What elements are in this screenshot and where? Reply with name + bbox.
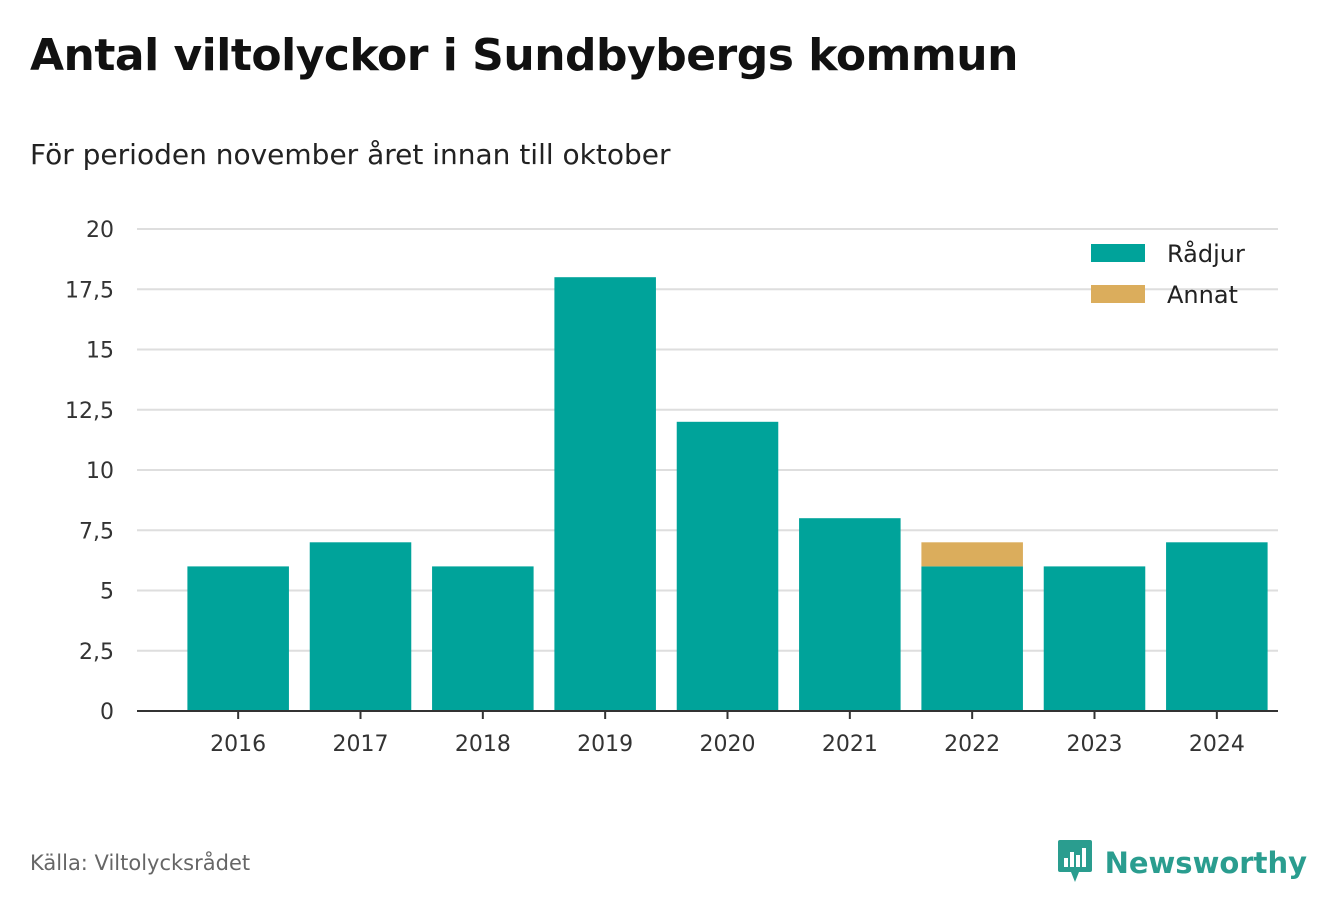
legend: Rådjur Annat	[1091, 239, 1245, 309]
bar	[554, 277, 656, 711]
x-tick-label: 2021	[822, 732, 878, 757]
bar	[1043, 566, 1146, 711]
y-tick-label: 12,5	[65, 399, 114, 424]
legend-label: Rådjur	[1167, 239, 1245, 268]
y-axis-tick-labels: 0 2,5 5 7,5 10 12,5 15 17,5 20	[65, 218, 114, 725]
legend-swatch	[1091, 285, 1145, 303]
bar	[432, 566, 534, 711]
x-tick-label: 2019	[577, 732, 633, 757]
y-tick-label: 2,5	[79, 640, 114, 665]
x-tick-label: 2020	[700, 732, 756, 757]
y-tick-label: 7,5	[79, 519, 114, 544]
bar	[309, 542, 412, 711]
x-tick-label: 2023	[1067, 732, 1123, 757]
brand-logo: Newsworthy	[1057, 838, 1307, 888]
y-tick-label: 15	[86, 339, 114, 364]
x-axis-tick-labels: 2016 2017 2018 2019 2020 2021 2022 2023 2024	[210, 711, 1245, 757]
legend-label: Annat	[1167, 281, 1238, 309]
x-tick-label: 2024	[1189, 732, 1245, 757]
x-tick-label: 2018	[455, 732, 511, 757]
x-tick-label: 2016	[210, 732, 266, 757]
bar	[921, 566, 1023, 711]
x-tick-label: 2017	[333, 732, 389, 757]
bar	[921, 542, 1023, 567]
legend-swatch	[1091, 244, 1145, 262]
brand-name: Newsworthy	[1104, 846, 1307, 880]
bars	[187, 277, 1268, 711]
y-tick-label: 20	[86, 218, 114, 243]
y-tick-label: 17,5	[65, 278, 114, 303]
newsworthy-logo-icon	[1057, 838, 1093, 888]
y-tick-label: 0	[100, 700, 114, 725]
source-note: Källa: Viltolycksrådet	[30, 851, 251, 875]
bar	[676, 421, 779, 711]
x-tick-label: 2022	[944, 732, 1000, 757]
bar	[187, 566, 289, 711]
y-tick-label: 10	[86, 459, 114, 484]
chart-title: Antal viltolyckor i Sundbybergs kommun	[30, 30, 1018, 81]
bar	[799, 518, 901, 711]
y-tick-label: 5	[100, 580, 114, 605]
chart-subtitle: För perioden november året innan till ok…	[30, 138, 671, 171]
bar	[1166, 542, 1268, 711]
